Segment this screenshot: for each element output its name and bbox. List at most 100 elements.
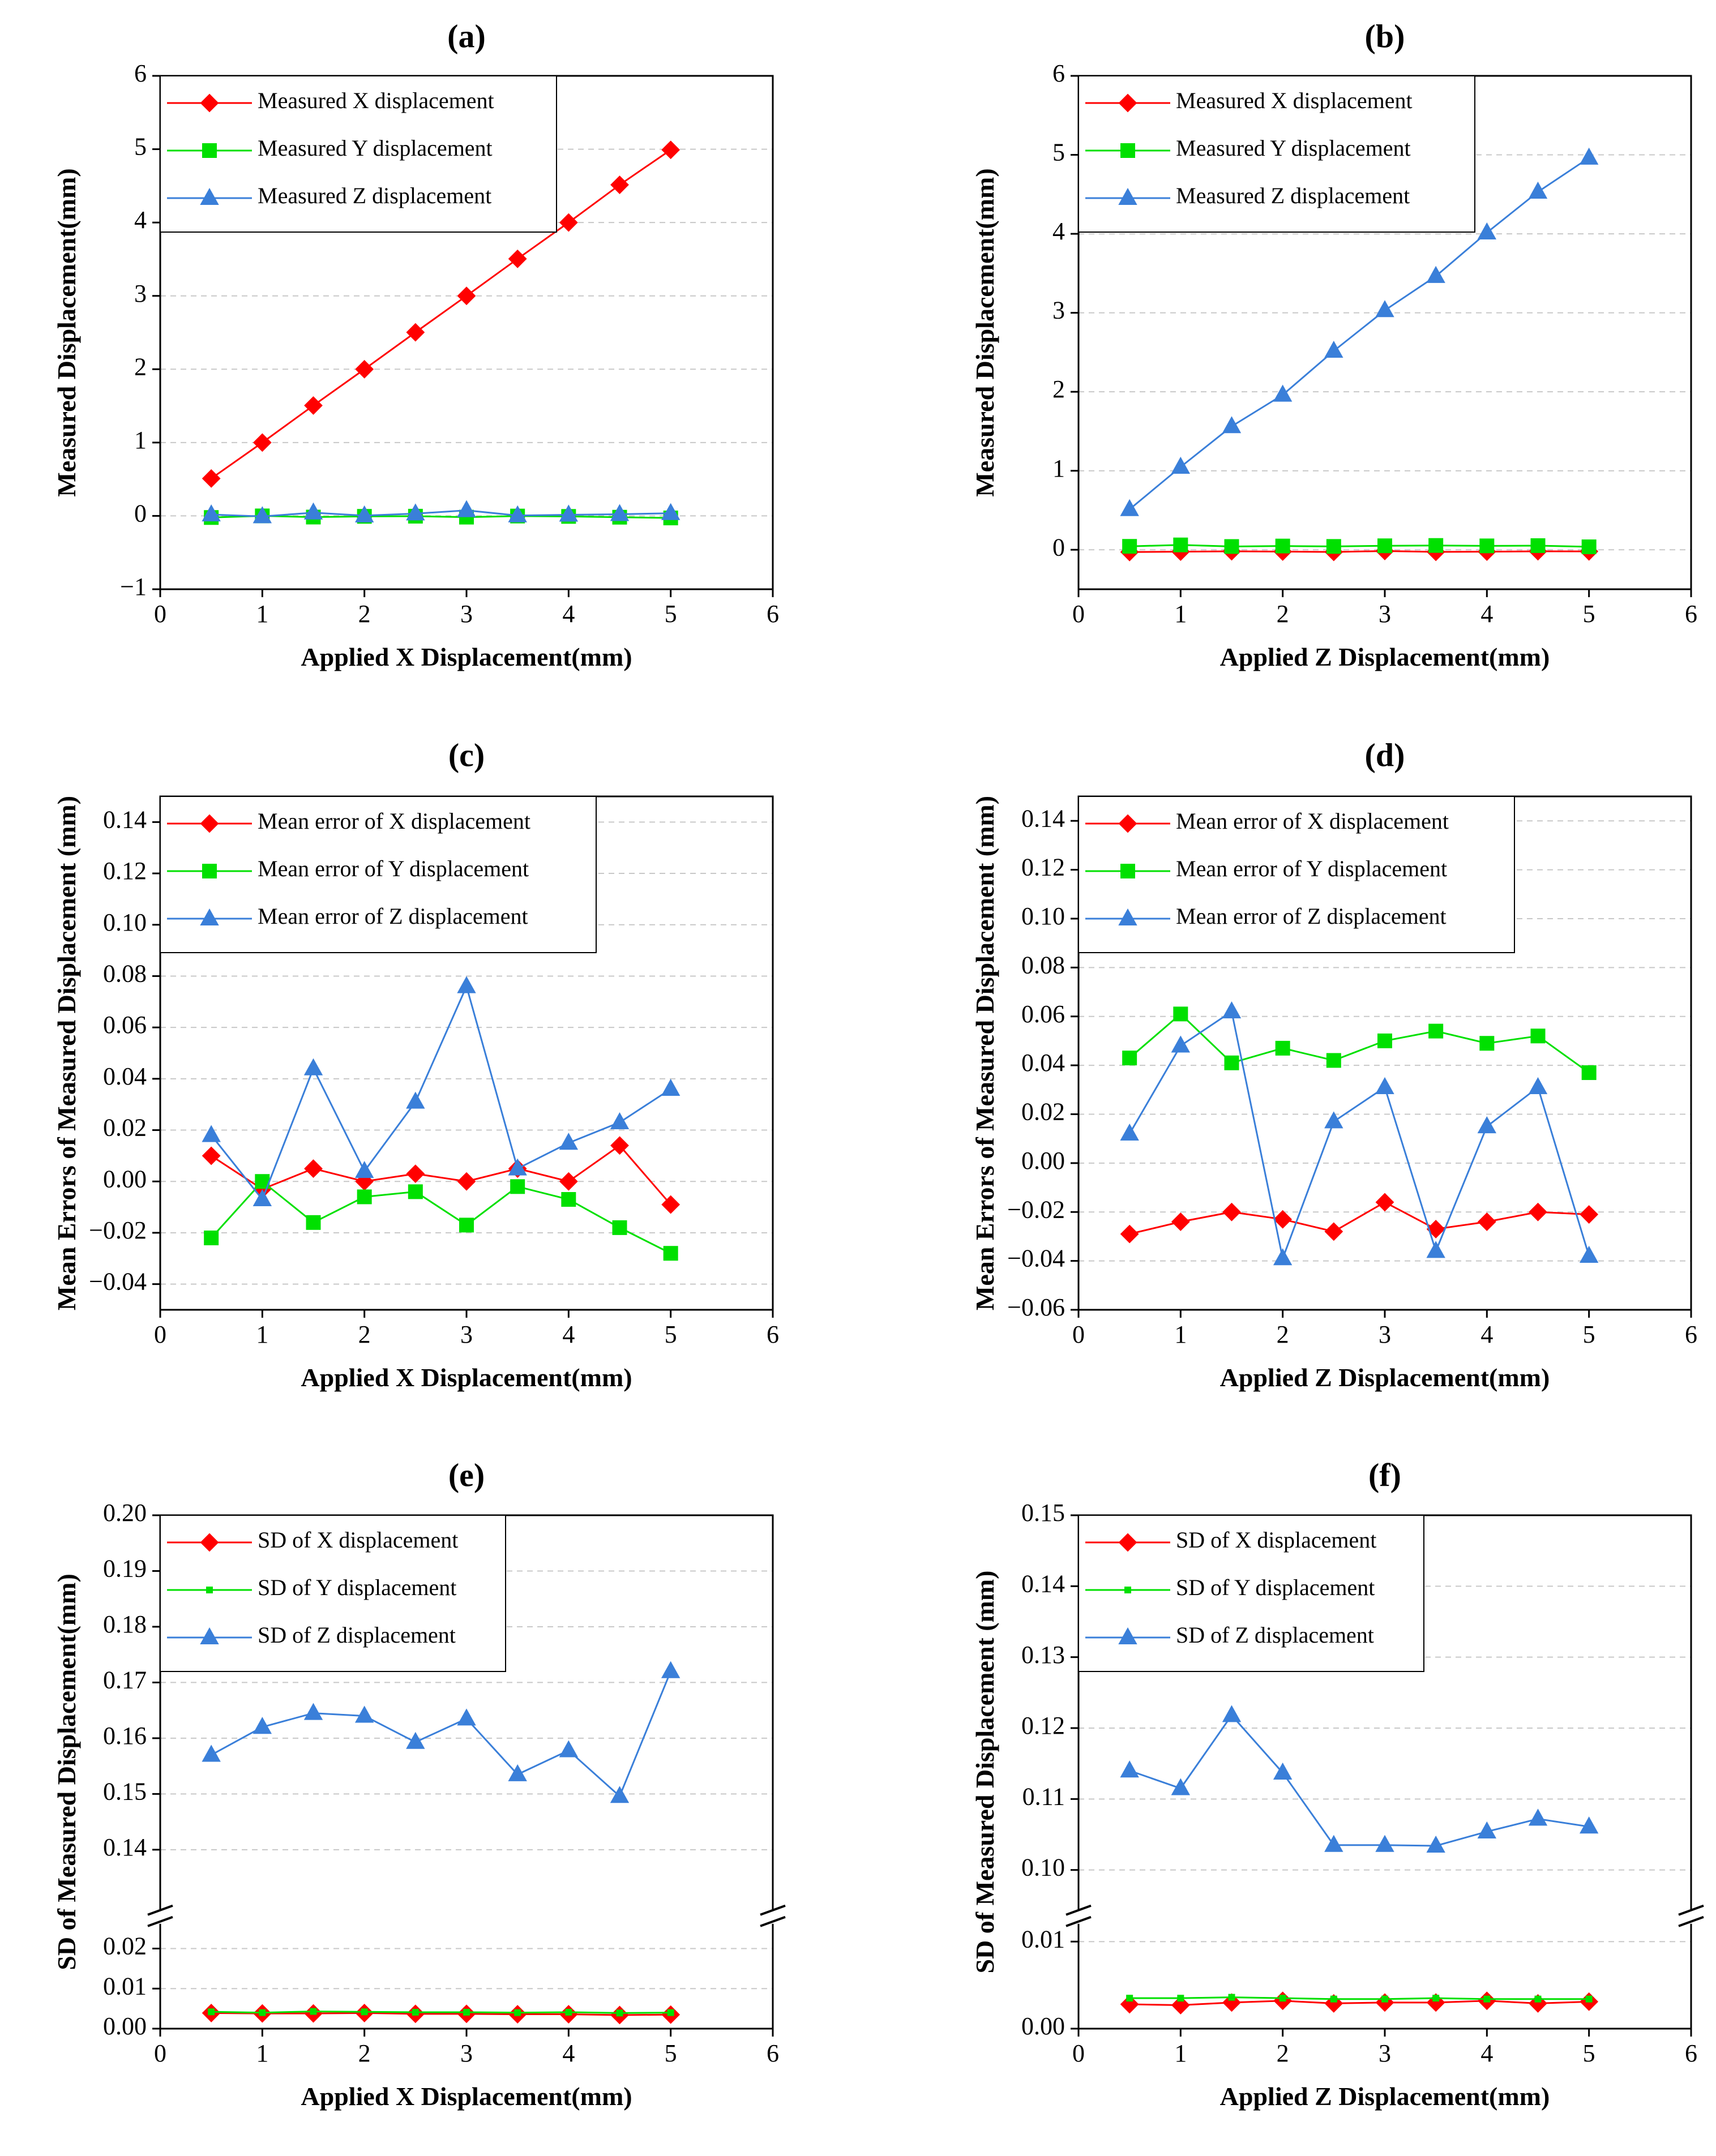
legend-box [160,1515,506,1672]
data-point [1324,1111,1343,1129]
series-z [1120,147,1599,516]
data-point [1171,1212,1190,1231]
series-x [1120,1193,1599,1244]
data-point [406,503,425,521]
y-tick-label: 0.10 [1021,902,1065,930]
data-point [304,396,323,415]
data-point [1528,1077,1548,1094]
y-axis-label: Measured Displacement(mm) [970,168,999,496]
x-tick-label: 3 [460,600,473,628]
y-tick-label: 0.12 [103,857,147,885]
x-tick-label: 4 [562,2039,575,2067]
data-point [514,2009,521,2016]
x-axis-label: Applied Z Displacement(mm) [1220,642,1550,671]
chart-panel-e: (e) 0.00 0.01 0.02 0.14 0.15 0.16 0.17 0.18 0.19 0… [52,1456,786,2111]
series-line [1129,1201,1589,1235]
series-line [211,509,671,517]
y-tick-label: 0.00 [103,2012,147,2040]
x-tick-label: 6 [1685,2039,1697,2067]
series-z [202,1661,681,1803]
y-tick-label: −0.04 [1007,1245,1065,1272]
x-tick-label: 3 [460,2039,473,2067]
y-tick-label: −1 [120,573,147,601]
data-point [355,359,374,379]
data-point [661,1195,681,1214]
data-point [667,2009,674,2016]
data-point [1120,1224,1139,1244]
data-point [463,2008,470,2016]
data-point [1581,1065,1597,1081]
y-tick-label: 0.04 [1021,1049,1065,1077]
data-point [1324,1834,1343,1852]
data-point [1324,1222,1343,1241]
legend-marker [1118,93,1137,113]
y-tick-label: 0.06 [103,1011,147,1039]
data-point [406,323,425,342]
y-tick-label: 1 [1052,455,1065,482]
data-point [612,1220,627,1235]
legend-label: SD of Z displacement [1176,1622,1374,1648]
x-tick-label: 6 [1685,1321,1697,1348]
data-point [202,1146,221,1165]
legend-label: Mean error of Z displacement [1176,903,1447,929]
x-tick-label: 5 [665,600,677,628]
x-tick-label: 4 [1480,1321,1493,1348]
data-point [412,2008,419,2016]
data-point [1120,1995,1139,2014]
series-y [1122,537,1597,555]
x-tick-label: 2 [358,600,371,628]
data-point [208,2008,215,2016]
y-tick-label: 0.13 [1021,1641,1065,1669]
data-point [1477,1116,1497,1134]
data-point [253,506,272,524]
series-z [1120,1705,1599,1853]
y-tick-label: 0.10 [103,908,147,936]
data-point [303,1703,323,1720]
data-point [303,502,323,520]
legend: Mean error of X displacement Mean error o… [160,796,597,953]
data-point [510,1179,525,1194]
x-tick-label: 0 [154,2039,166,2067]
panel-title: (b) [1365,18,1405,54]
series-line [1129,2000,1589,2006]
legend-box [160,75,557,233]
y-tick-label: 0 [134,500,147,528]
series-x [202,1136,681,1214]
x-tick-label: 3 [1379,1321,1391,1348]
legend: SD of X displacement SD of Y displacement… [160,1515,506,1672]
data-point [1528,181,1548,199]
data-point [661,140,681,160]
axis-break-mark [760,1904,786,1916]
legend-marker [200,1627,219,1644]
series-y [1122,1006,1597,1081]
x-tick-label: 3 [1379,600,1391,628]
x-tick-label: 2 [1277,2039,1289,2067]
x-tick-label: 0 [1072,600,1085,628]
legend-label: SD of Y displacement [1176,1575,1375,1600]
legend-marker [1118,1627,1137,1644]
data-point [610,504,630,521]
y-tick-label: −0.02 [1007,1195,1065,1223]
y-tick-label: 0.14 [1021,1570,1065,1597]
series-z [1120,1001,1599,1266]
data-point [559,1740,579,1758]
y-tick-label: 0.06 [1021,1000,1065,1028]
data-point [1273,1210,1293,1229]
legend-box [160,796,597,953]
x-tick-label: 4 [562,600,575,628]
data-point [1279,1995,1286,2002]
data-point [1375,300,1394,318]
data-point [1171,1035,1191,1053]
data-point [1375,1193,1394,1212]
panel-title: (c) [448,736,485,773]
x-tick-label: 2 [358,2039,371,2067]
series-line [211,1144,671,1206]
data-point [1432,1995,1440,2002]
data-point [1377,538,1392,554]
x-tick-label: 1 [1174,2039,1187,2067]
data-point [406,1731,425,1749]
data-point [1120,1123,1139,1141]
y-tick-label: −0.04 [89,1268,147,1296]
series-line [1128,1010,1590,1262]
series-line [211,515,671,519]
